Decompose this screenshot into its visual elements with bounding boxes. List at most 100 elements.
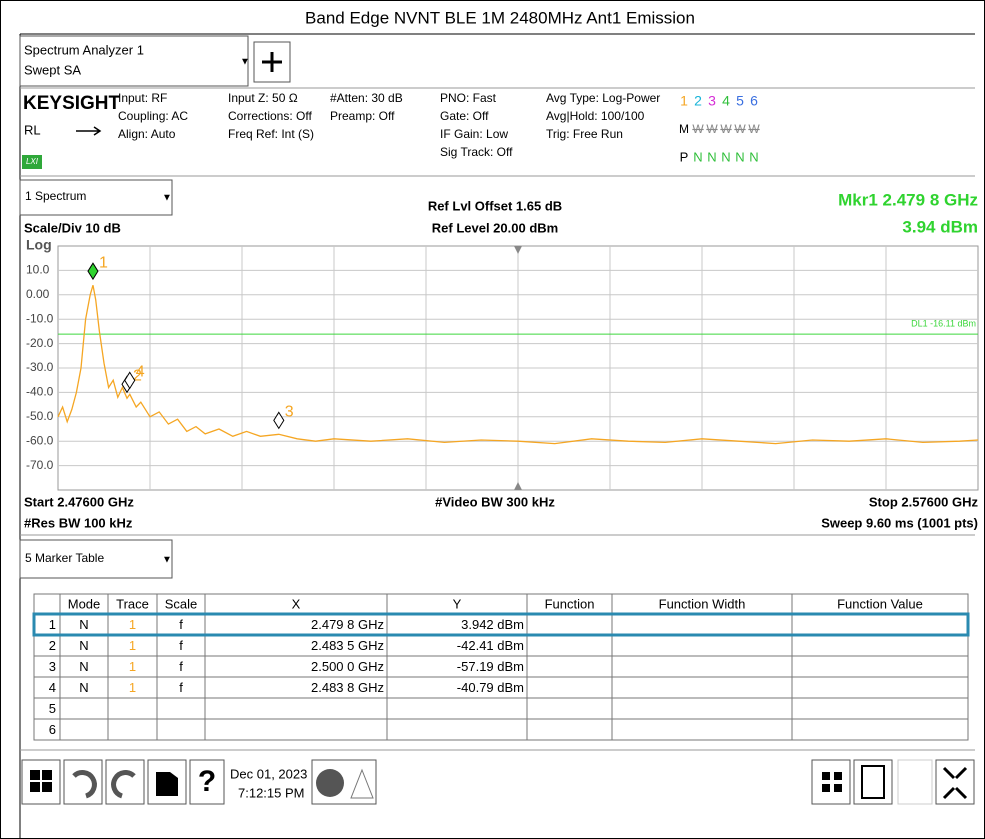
y-tick-label: -20.0 — [26, 336, 54, 350]
y-tick-label: -70.0 — [26, 458, 54, 472]
marker-table: Mode Trace Scale X Y Function Function Width Fu… — [32, 593, 970, 741]
window-name: 1 Spectrum — [25, 189, 86, 203]
marker-label: 2 — [133, 367, 142, 384]
table-cell: 2.479 8 GHz — [311, 617, 384, 632]
marker-readout-y: 3.94 dBm — [902, 217, 978, 236]
trace-mode: W — [706, 122, 718, 136]
status-item: Preamp: Off — [330, 109, 395, 123]
file-button[interactable] — [147, 759, 187, 805]
table-cell: 2 — [49, 638, 56, 653]
table-cell: 1 — [49, 617, 56, 632]
trace-mode: M — [679, 122, 689, 136]
table-cell: 2.500 0 GHz — [311, 659, 384, 674]
table-cell: 3.942 dBm — [461, 617, 524, 632]
status-item: Avg|Hold: 100/100 — [546, 109, 645, 123]
marker-label: 1 — [99, 254, 108, 271]
undo-icon — [72, 770, 97, 799]
trace-number: 6 — [750, 93, 758, 109]
table-cell: N — [79, 659, 88, 674]
trace-mode: W — [734, 122, 746, 136]
table-cell: 1 — [129, 617, 136, 632]
undo-button[interactable] — [63, 759, 103, 805]
detector: N — [721, 149, 730, 164]
status-item: IF Gain: Low — [440, 127, 508, 141]
table-cell: f — [179, 638, 183, 653]
help-icon: ? — [198, 765, 216, 798]
ref-offset: Ref Lvl Offset 1.65 dB — [428, 198, 562, 213]
status-item: Gate: Off — [440, 109, 489, 123]
y-tick-label: -40.0 — [26, 385, 54, 399]
table-cell: f — [179, 617, 183, 632]
input-icon — [76, 126, 102, 136]
table-cell: 1 — [129, 680, 136, 695]
fullscreen-button[interactable] — [935, 759, 975, 805]
date: Dec 01, 2023 — [230, 766, 307, 781]
detector: P — [680, 149, 689, 164]
table-cell: f — [179, 680, 183, 695]
marker-label: 3 — [285, 404, 294, 421]
sweep: Sweep 9.60 ms (1001 pts) — [821, 515, 978, 530]
table-header: Y — [453, 596, 462, 611]
status-item: Corrections: Off — [228, 109, 312, 123]
dropdown-arrow: ▼ — [240, 57, 250, 68]
video-bw: #Video BW 300 kHz — [435, 494, 555, 509]
split-button[interactable] — [897, 759, 933, 805]
trace-number: 2 — [694, 93, 702, 109]
status-item: Coupling: AC — [118, 109, 188, 123]
detector: N — [749, 149, 758, 164]
status-item: Sig Track: Off — [440, 145, 513, 159]
help-button[interactable] — [189, 759, 225, 805]
trace-number: 1 — [680, 93, 688, 109]
marker — [124, 371, 136, 390]
marker — [87, 262, 99, 281]
status-item: Align: Auto — [118, 127, 176, 141]
y-tick-label: -10.0 — [26, 311, 54, 325]
trace-mode: W — [692, 122, 704, 136]
table-cell: f — [179, 659, 183, 674]
trace-number: 4 — [722, 93, 730, 109]
message-icon — [316, 769, 344, 797]
trace-mode: W — [748, 122, 760, 136]
detector: N — [735, 149, 744, 164]
status-item: Input Z: 50 Ω — [228, 91, 298, 105]
table-header: Mode — [68, 596, 101, 611]
windows-icon — [30, 770, 52, 792]
rl-label: RL — [24, 122, 41, 137]
alert-icon — [350, 768, 374, 799]
status-item: Trig: Free Run — [546, 127, 623, 141]
y-tick-label: 0.00 — [26, 287, 50, 301]
res-bw: #Res BW 100 kHz — [24, 515, 133, 530]
analyzer-tab[interactable] — [19, 35, 249, 87]
message-button[interactable] — [311, 759, 377, 805]
trace-number: 5 — [736, 93, 744, 109]
selected-row — [32, 612, 970, 637]
table-selector[interactable] — [19, 539, 173, 579]
status-item: Avg Type: Log-Power — [546, 91, 660, 105]
table-frame — [33, 593, 969, 741]
tab-name: Spectrum Analyzer 1 — [24, 42, 144, 57]
lxi-label: LXI — [26, 157, 39, 166]
brand: KEYSIGHT — [23, 93, 121, 114]
layout-button[interactable] — [811, 759, 851, 805]
table-window-name: 5 Marker Table — [25, 551, 104, 565]
marker-readout-x: Mkr1 2.479 8 GHz — [838, 190, 978, 209]
dropdown-arrow: ▼ — [162, 555, 172, 566]
layout-icon — [822, 772, 842, 792]
table-cell: 6 — [49, 722, 56, 737]
status-item: PNO: Fast — [440, 91, 497, 105]
table-header: Function Value — [837, 596, 923, 611]
y-tick-label: -50.0 — [26, 409, 54, 423]
table-cell: -57.19 dBm — [457, 659, 524, 674]
windows-button[interactable] — [21, 759, 61, 805]
lxi-badge — [22, 155, 42, 169]
ref-level: Ref Level 20.00 dBm — [432, 220, 558, 235]
table-cell: N — [79, 617, 88, 632]
table-cell: 1 — [129, 638, 136, 653]
window-selector[interactable] — [19, 179, 173, 216]
table-header: Scale — [165, 596, 198, 611]
table-cell: 2.483 8 GHz — [311, 680, 384, 695]
scale-type: Log — [26, 237, 52, 253]
status-item: Input: RF — [118, 91, 167, 105]
table-cell: N — [79, 638, 88, 653]
